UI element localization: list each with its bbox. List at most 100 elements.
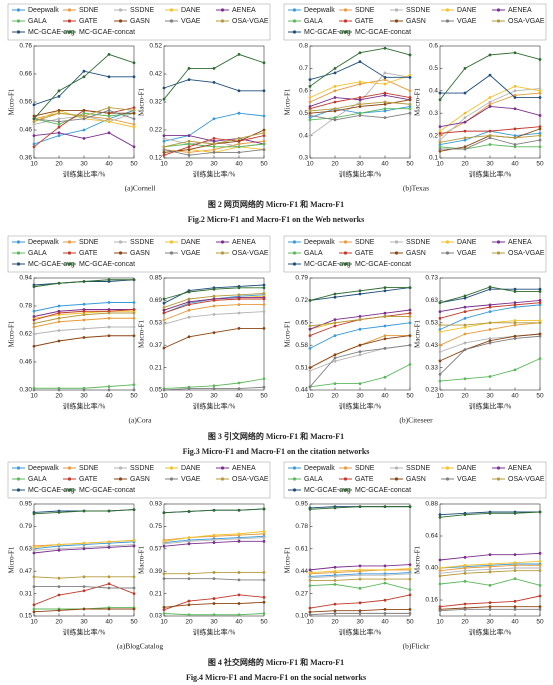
point xyxy=(237,145,241,149)
point xyxy=(308,78,312,81)
point xyxy=(513,599,517,603)
point xyxy=(162,612,166,615)
point xyxy=(82,302,86,306)
legend-marker xyxy=(496,8,501,12)
point xyxy=(538,91,542,95)
point xyxy=(107,311,111,315)
point xyxy=(162,539,166,543)
point xyxy=(438,513,442,517)
x-tick-label: 30 xyxy=(80,161,88,168)
legend-marker xyxy=(118,466,123,470)
legend-marker xyxy=(16,30,21,34)
point xyxy=(308,366,312,369)
point xyxy=(438,316,442,320)
series-line xyxy=(439,92,541,136)
point xyxy=(463,341,467,345)
point xyxy=(82,607,86,611)
point xyxy=(538,290,542,293)
point xyxy=(538,127,542,131)
point xyxy=(132,586,136,590)
point xyxy=(308,576,312,580)
point xyxy=(262,532,266,536)
point xyxy=(162,542,166,546)
subfigure-caption: (b)Flickr xyxy=(403,642,430,651)
point xyxy=(132,592,136,595)
x-tick-label: 30 xyxy=(486,619,494,626)
y-tick-label: 0.16 xyxy=(425,597,438,604)
point xyxy=(463,569,467,573)
y-tick-label: 0.27 xyxy=(295,590,308,597)
point xyxy=(132,575,136,579)
legend-label: SDNE xyxy=(355,239,375,246)
y-tick-label: 0.22 xyxy=(149,127,162,134)
y-axis-label: Macro-F1 xyxy=(138,546,146,574)
legend-label: SSDNE xyxy=(130,239,154,246)
point xyxy=(237,532,241,536)
point xyxy=(212,331,216,334)
point xyxy=(488,305,492,309)
y-axis-label: Micro-F1 xyxy=(8,546,16,573)
y-tick-label: 0.30 xyxy=(19,387,32,394)
y-tick-label: 0.31 xyxy=(19,590,32,597)
point xyxy=(438,566,442,570)
x-axis-label: 训练集比率/% xyxy=(193,170,236,179)
x-tick-label: 30 xyxy=(210,619,218,626)
legend-label: GATE xyxy=(355,18,374,25)
point xyxy=(162,322,166,326)
legend-label: MC-GCAE-avg xyxy=(28,261,75,268)
point xyxy=(308,606,312,610)
point xyxy=(513,107,517,111)
point xyxy=(82,327,86,331)
point xyxy=(57,339,61,343)
point xyxy=(57,593,61,597)
series-line xyxy=(163,53,265,100)
point xyxy=(333,359,337,363)
point xyxy=(438,98,442,102)
point xyxy=(237,387,241,390)
point xyxy=(308,613,312,617)
point xyxy=(538,89,542,93)
point xyxy=(383,577,387,581)
point xyxy=(82,109,86,112)
point xyxy=(212,151,216,154)
legend-label: OSA-VGAE xyxy=(508,476,545,483)
legend-label: VGAE xyxy=(181,18,201,25)
point xyxy=(107,316,111,320)
point xyxy=(513,303,517,307)
point xyxy=(513,143,517,146)
point xyxy=(262,131,266,135)
point xyxy=(162,86,166,90)
point xyxy=(107,586,111,590)
point xyxy=(187,510,191,513)
point xyxy=(538,559,542,563)
y-tick-label: 0.63 xyxy=(19,546,32,553)
point xyxy=(107,575,111,579)
x-tick-label: 10 xyxy=(436,161,444,168)
point xyxy=(187,297,191,301)
x-axis-label: 训练集比率/% xyxy=(63,628,106,637)
point xyxy=(438,301,442,305)
point xyxy=(262,61,266,65)
point xyxy=(308,96,312,99)
point xyxy=(237,137,241,140)
point xyxy=(513,511,517,515)
legend-label: GATE xyxy=(79,18,98,25)
point xyxy=(237,578,241,582)
point xyxy=(132,334,136,338)
point xyxy=(463,323,467,327)
point xyxy=(237,593,241,597)
legend-label: Deepwalk xyxy=(304,239,335,246)
point xyxy=(513,566,517,570)
point xyxy=(162,151,166,154)
point xyxy=(32,546,36,549)
legend-marker xyxy=(118,240,123,244)
legend-label: GASN xyxy=(406,18,426,25)
point xyxy=(383,82,387,86)
point xyxy=(438,350,442,354)
x-tick-label: 40 xyxy=(381,161,389,168)
x-tick-label: 30 xyxy=(356,393,364,400)
point xyxy=(333,321,337,325)
x-tick-label: 10 xyxy=(160,619,168,626)
point xyxy=(308,579,312,582)
subfigure-caption: (a)Cora xyxy=(129,416,153,425)
